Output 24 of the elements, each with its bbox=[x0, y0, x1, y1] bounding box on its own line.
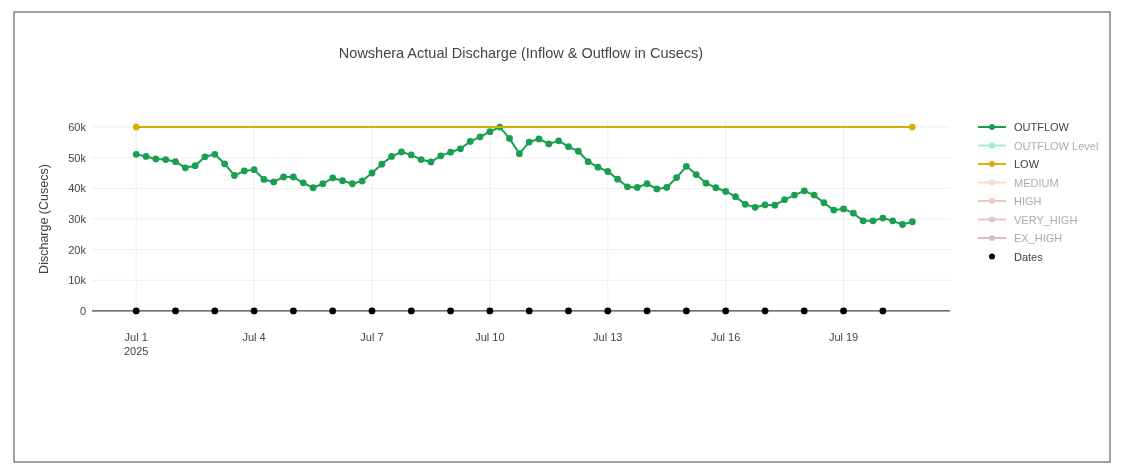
legend-label: Dates bbox=[1014, 250, 1044, 263]
legend-label: HIGH bbox=[1014, 195, 1042, 207]
y-tick-label: 60k bbox=[68, 121, 87, 134]
legend-label: VERY_HIGH bbox=[1014, 213, 1078, 226]
x-tick-label: Jul 4 bbox=[242, 331, 266, 343]
x-tick-label: Jul 16 bbox=[711, 331, 741, 343]
legend-label: EX_HIGH bbox=[1014, 232, 1063, 244]
y-tick-label: 10k bbox=[68, 274, 87, 287]
legend-label: MEDIUM bbox=[1014, 176, 1059, 189]
y-tick-label: 40k bbox=[68, 182, 87, 195]
x-tick-label: Jul 1 2025 bbox=[123, 331, 149, 357]
legend-label: OUTFLOW bbox=[1014, 121, 1070, 133]
y-axis-title: Discharge (Cusecs) bbox=[37, 164, 51, 274]
y-tick-label: 0 bbox=[79, 304, 86, 317]
y-tick-label: 30k bbox=[68, 213, 87, 225]
x-tick-label: Jul 19 bbox=[828, 331, 859, 343]
legend-label: LOW bbox=[1014, 158, 1040, 170]
x-tick-label: Jul 13 bbox=[593, 331, 623, 343]
y-tick-label: 20k bbox=[68, 243, 87, 256]
x-tick-label: Jul 7 bbox=[360, 331, 384, 343]
y-tick-label: 50k bbox=[68, 151, 87, 164]
chart-title: Nowshera Actual Discharge (Inflow & Outflow in Cusecs) bbox=[338, 45, 704, 61]
x-tick-label: Jul 10 bbox=[475, 331, 505, 343]
legend-label: OUTFLOW Level bbox=[1014, 139, 1099, 152]
